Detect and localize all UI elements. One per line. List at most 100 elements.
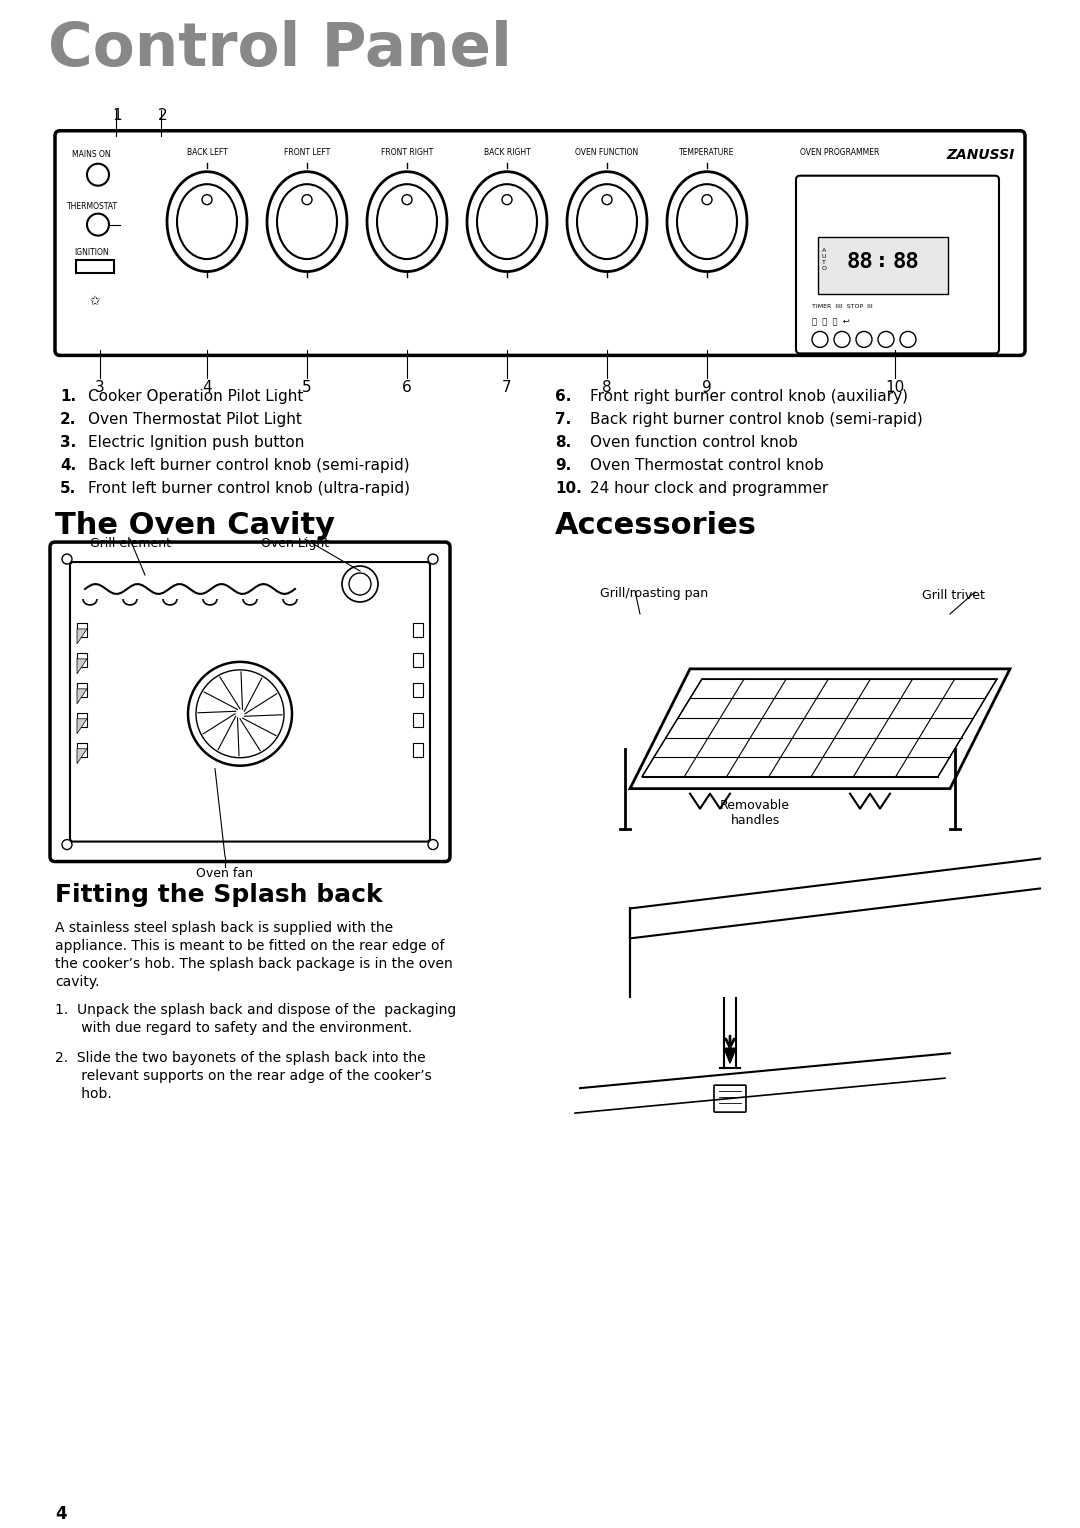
FancyBboxPatch shape bbox=[796, 176, 999, 353]
Bar bbox=[77, 683, 87, 697]
Ellipse shape bbox=[667, 171, 747, 272]
Text: Grill element: Grill element bbox=[90, 536, 171, 550]
Bar bbox=[413, 623, 423, 637]
Text: 1.: 1. bbox=[60, 390, 76, 405]
Ellipse shape bbox=[276, 185, 337, 260]
Text: FRONT LEFT: FRONT LEFT bbox=[284, 148, 330, 157]
Text: A
U
T
O: A U T O bbox=[822, 248, 827, 270]
Text: ZANUSSI: ZANUSSI bbox=[946, 148, 1014, 162]
Text: cavity.: cavity. bbox=[55, 975, 99, 989]
Text: relevant supports on the rear adge of the cooker’s: relevant supports on the rear adge of th… bbox=[55, 1070, 432, 1083]
Bar bbox=[77, 743, 87, 756]
Text: 3: 3 bbox=[95, 380, 105, 396]
Text: with due regard to safety and the environment.: with due regard to safety and the enviro… bbox=[55, 1021, 413, 1036]
Text: 7: 7 bbox=[502, 380, 512, 396]
Ellipse shape bbox=[367, 171, 447, 272]
Text: FRONT RIGHT: FRONT RIGHT bbox=[381, 148, 433, 157]
Ellipse shape bbox=[677, 185, 737, 260]
Polygon shape bbox=[77, 689, 87, 704]
FancyBboxPatch shape bbox=[50, 542, 450, 862]
Bar bbox=[413, 712, 423, 727]
Text: 5.: 5. bbox=[60, 481, 77, 497]
Ellipse shape bbox=[567, 171, 647, 272]
Text: Back left burner control knob (semi-rapid): Back left burner control knob (semi-rapi… bbox=[87, 458, 409, 474]
Bar bbox=[413, 683, 423, 697]
Text: Removable
handles: Removable handles bbox=[720, 799, 789, 827]
Text: Control Panel: Control Panel bbox=[48, 20, 512, 79]
Text: IGNITION: IGNITION bbox=[75, 248, 109, 257]
Text: Oven Thermostat control knob: Oven Thermostat control knob bbox=[590, 458, 824, 474]
Text: OVEN PROGRAMMER: OVEN PROGRAMMER bbox=[800, 148, 879, 157]
Text: Back right burner control knob (semi-rapid): Back right burner control knob (semi-rap… bbox=[590, 413, 922, 428]
FancyBboxPatch shape bbox=[70, 562, 430, 842]
Bar bbox=[77, 623, 87, 637]
Text: Front left burner control knob (ultra-rapid): Front left burner control knob (ultra-ra… bbox=[87, 481, 410, 497]
Text: THERMOSTAT: THERMOSTAT bbox=[67, 202, 118, 211]
Bar bbox=[77, 652, 87, 666]
Polygon shape bbox=[77, 630, 87, 643]
Text: the cooker’s hob. The splash back package is in the oven: the cooker’s hob. The splash back packag… bbox=[55, 958, 453, 972]
Ellipse shape bbox=[267, 171, 347, 272]
Text: appliance. This is meant to be fitted on the rear edge of: appliance. This is meant to be fitted on… bbox=[55, 940, 445, 953]
Polygon shape bbox=[77, 749, 87, 764]
Text: Oven fan: Oven fan bbox=[197, 866, 254, 880]
Text: TIMER  IIII  STOP  III: TIMER IIII STOP III bbox=[812, 304, 873, 310]
Text: :: : bbox=[878, 252, 886, 270]
Text: Oven Thermostat Pilot Light: Oven Thermostat Pilot Light bbox=[87, 413, 302, 428]
Text: 1.  Unpack the splash back and dispose of the  packaging: 1. Unpack the splash back and dispose of… bbox=[55, 1004, 456, 1018]
Text: 8.: 8. bbox=[555, 435, 571, 451]
Text: 4: 4 bbox=[55, 1505, 67, 1523]
Text: 2.: 2. bbox=[60, 413, 77, 428]
Text: 2.  Slide the two bayonets of the splash back into the: 2. Slide the two bayonets of the splash … bbox=[55, 1051, 426, 1065]
Text: 10.: 10. bbox=[555, 481, 582, 497]
Text: 10: 10 bbox=[886, 380, 905, 396]
Text: 9: 9 bbox=[702, 380, 712, 396]
Bar bbox=[76, 260, 114, 272]
Ellipse shape bbox=[377, 185, 437, 260]
Text: OVEN FUNCTION: OVEN FUNCTION bbox=[576, 148, 638, 157]
Text: 88: 88 bbox=[893, 252, 919, 272]
FancyBboxPatch shape bbox=[714, 1085, 746, 1112]
Text: 88: 88 bbox=[847, 252, 874, 272]
Text: MAINS ON: MAINS ON bbox=[72, 150, 110, 159]
Bar bbox=[413, 652, 423, 666]
Text: 🔔  🏆  🏆  ↩: 🔔 🏆 🏆 ↩ bbox=[812, 318, 850, 327]
Ellipse shape bbox=[577, 185, 637, 260]
Polygon shape bbox=[724, 1048, 735, 1063]
Text: Grill/roasting pan: Grill/roasting pan bbox=[600, 587, 708, 601]
Text: Fitting the Splash back: Fitting the Splash back bbox=[55, 883, 382, 908]
Text: The Oven Cavity: The Oven Cavity bbox=[55, 512, 335, 539]
Text: TEMPERATURE: TEMPERATURE bbox=[679, 148, 734, 157]
Text: 1: 1 bbox=[112, 108, 122, 122]
Text: 24 hour clock and programmer: 24 hour clock and programmer bbox=[590, 481, 828, 497]
Text: Front right burner control knob (auxiliary): Front right burner control knob (auxilia… bbox=[590, 390, 908, 405]
Polygon shape bbox=[77, 718, 87, 733]
Text: 8: 8 bbox=[603, 380, 611, 396]
Bar bbox=[77, 712, 87, 727]
Text: Cooker Operation Pilot Light: Cooker Operation Pilot Light bbox=[87, 390, 303, 405]
Text: BACK RIGHT: BACK RIGHT bbox=[484, 148, 530, 157]
Text: 9.: 9. bbox=[555, 458, 571, 474]
Text: 5: 5 bbox=[302, 380, 312, 396]
Text: A stainless steel splash back is supplied with the: A stainless steel splash back is supplie… bbox=[55, 921, 393, 935]
Text: BACK LEFT: BACK LEFT bbox=[187, 148, 228, 157]
Text: Grill trivet: Grill trivet bbox=[922, 588, 985, 602]
Text: 3.: 3. bbox=[60, 435, 77, 451]
Ellipse shape bbox=[177, 185, 237, 260]
Text: 6: 6 bbox=[402, 380, 411, 396]
Text: 6.: 6. bbox=[555, 390, 571, 405]
FancyBboxPatch shape bbox=[55, 131, 1025, 356]
Ellipse shape bbox=[477, 185, 537, 260]
Text: Electric Ignition push button: Electric Ignition push button bbox=[87, 435, 305, 451]
Text: Oven Light: Oven Light bbox=[261, 536, 329, 550]
Text: Accessories: Accessories bbox=[555, 512, 757, 539]
Text: 2: 2 bbox=[158, 108, 167, 122]
Text: 7.: 7. bbox=[555, 413, 571, 428]
Ellipse shape bbox=[167, 171, 247, 272]
Ellipse shape bbox=[467, 171, 546, 272]
Polygon shape bbox=[77, 659, 87, 674]
Text: 4.: 4. bbox=[60, 458, 77, 474]
Bar bbox=[413, 743, 423, 756]
Bar bbox=[818, 237, 948, 295]
Text: ✩: ✩ bbox=[90, 295, 100, 307]
